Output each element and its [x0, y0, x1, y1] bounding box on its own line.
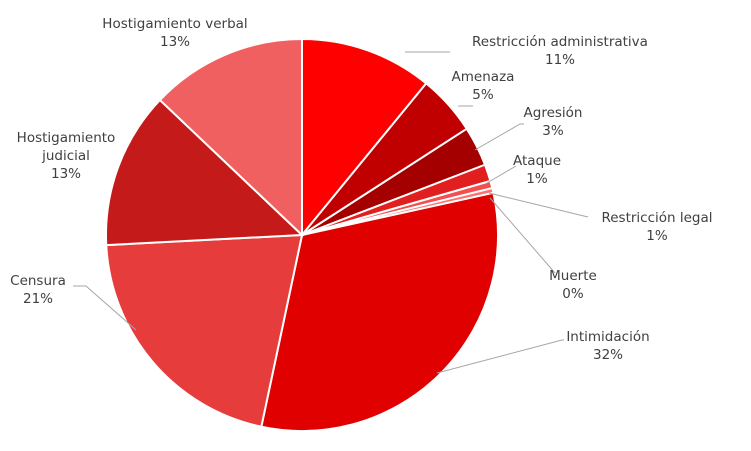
slice-percent-label: 21%	[23, 291, 53, 307]
slice-name-label: judicial	[41, 148, 90, 164]
slice-percent-label: 32%	[593, 347, 623, 363]
slice-percent-label: 5%	[472, 87, 494, 103]
slice-percent-label: 11%	[545, 52, 575, 68]
slice-labels: Restricción administrativa 11% Amenaza 5% Ag…	[10, 16, 712, 363]
slice-name-label: Amenaza	[452, 69, 515, 85]
slice-percent-label: 1%	[646, 228, 668, 244]
leader-line	[436, 339, 564, 374]
slice-percent-label: 3%	[542, 123, 564, 139]
pie-slices	[105, 37, 499, 432]
pie-slice-censura	[105, 233, 304, 428]
slice-name-label: Hostigamiento	[17, 130, 116, 146]
slice-name-label: Hostigamiento verbal	[102, 16, 247, 32]
slice-name-label: Muerte	[549, 268, 597, 284]
slice-percent-label: 13%	[51, 166, 81, 182]
slice-percent-label: 0%	[562, 286, 584, 302]
slice-name-label: Ataque	[513, 153, 561, 169]
slice-percent-label: 1%	[526, 171, 548, 187]
leader-line	[73, 285, 137, 331]
slice-name-label: Agresión	[524, 105, 583, 121]
slice-name-label: Intimidación	[566, 329, 649, 345]
pie-slice-hostigamiento-verbal	[158, 37, 303, 238]
slice-name-label: Restricción administrativa	[472, 34, 648, 50]
slice-name-label: Restricción legal	[601, 210, 712, 226]
leader-line	[488, 192, 589, 218]
slice-percent-label: 13%	[160, 34, 190, 50]
leader-line	[486, 165, 517, 184]
slice-name-label: Censura	[10, 273, 66, 289]
leader-lines	[73, 51, 589, 374]
leader-line	[489, 197, 556, 274]
pie-slice-restriccion-administrativa	[301, 37, 428, 238]
pie-slice-hostigamiento-judicial	[105, 98, 305, 247]
pie-slice-intimidacion	[260, 191, 499, 432]
leader-line	[474, 123, 524, 151]
